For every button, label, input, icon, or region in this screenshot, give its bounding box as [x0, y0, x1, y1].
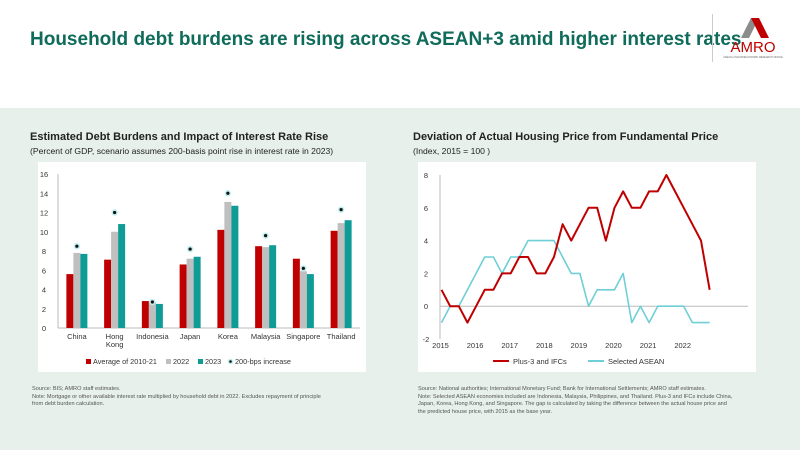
legend-label: Selected ASEAN: [608, 357, 664, 366]
legend-label: 2022: [173, 357, 189, 366]
y-tick-label: 6: [42, 266, 46, 275]
y-tick-label: 16: [40, 170, 48, 179]
bar-2022: [73, 252, 81, 328]
left-note-text: Note: Mortgage or other available intere…: [32, 393, 321, 408]
bar-2023: [231, 205, 239, 328]
legend-swatch: [229, 360, 232, 363]
left-chart-title: Estimated Debt Burdens and Impact of Int…: [30, 131, 329, 143]
bar-2023: [344, 220, 352, 328]
legend-label: 200-bps increase: [235, 357, 291, 366]
dot-200bps-increase: [113, 210, 117, 215]
legend-label: 2023: [205, 357, 221, 366]
x-tick-label: Thailand: [327, 332, 356, 341]
dot-200bps-increase: [188, 247, 192, 251]
y-tick-label: 2: [42, 305, 46, 314]
x-tick-label: Korea: [218, 332, 239, 341]
y-tick-label: 0: [42, 324, 46, 333]
bar-average-of-2010-21: [104, 259, 112, 328]
x-tick-label: 2017: [501, 341, 518, 350]
right-chart-subtitle: (Index, 2015 = 100 ): [413, 146, 491, 156]
svg-text:ASEAN+3 MACROECONOMIC RESEARCH: ASEAN+3 MACROECONOMIC RESEARCH OFFICE: [723, 56, 783, 59]
y-tick-label: 14: [40, 189, 48, 198]
x-tick-label: China: [67, 332, 87, 341]
line-chart-panel: -2 0 2 4 6 8 2015 2016 2017 2018 2019 2020 2021 2022 P…: [418, 162, 756, 372]
y-tick-label: 10: [40, 228, 48, 237]
bar-2023: [155, 303, 163, 328]
y-tick-label: -2: [423, 335, 430, 344]
bar-2023: [80, 253, 88, 328]
dot-200bps-increase: [150, 300, 154, 304]
bar-2022: [148, 302, 156, 328]
x-tick-label: 2021: [640, 341, 657, 350]
legend-swatch: [86, 359, 91, 364]
bar-average-of-2010-21: [217, 229, 225, 328]
left-chart-subtitle: (Percent of GDP, scenario assumes 200-ba…: [30, 146, 334, 156]
y-tick-label: 8: [424, 171, 428, 180]
x-tick-label: 2018: [536, 341, 553, 350]
bar-2022: [224, 201, 232, 328]
bar-2023: [269, 245, 277, 328]
bar-average-of-2010-21: [255, 246, 263, 328]
bar-2022: [111, 231, 119, 328]
right-note-text: Note: Selected ASEAN economies included …: [418, 393, 733, 415]
legend-label: Average of 2010-21: [93, 357, 157, 366]
x-tick-label: Japan: [180, 332, 200, 341]
bar-2022: [186, 258, 194, 328]
x-tick-label: 2020: [605, 341, 622, 350]
dot-200bps-increase: [339, 208, 343, 212]
y-tick-label: 0: [424, 302, 428, 311]
legend-swatch: [198, 359, 203, 364]
y-tick-label: 4: [424, 237, 428, 246]
amro-logo: AMRO ASEAN+3 MACROECONOMIC RESEARCH OFFIC…: [712, 14, 793, 62]
right-chart-title: Deviation of Actual Housing Price from F…: [413, 131, 719, 143]
x-tick-label: 2015: [432, 341, 449, 350]
bar-chart-panel: 0 2 4 6 8 10 12 14 16 China Hong Kong Indonesia Japan…: [38, 162, 366, 372]
y-tick-label: 6: [424, 204, 428, 213]
bar-average-of-2010-21: [66, 274, 74, 328]
x-tick-label: Kong: [106, 340, 124, 349]
bar-2022: [262, 247, 270, 328]
left-source-text: Source: BIS; AMRO staff estimates.: [32, 386, 121, 392]
line-plus-3-and-ifcs: [440, 174, 711, 324]
bar-2023: [193, 256, 201, 328]
bar-2023: [306, 274, 314, 328]
y-tick-label: 12: [40, 209, 48, 218]
x-tick-label: Singapore: [286, 332, 320, 341]
legend-swatch: [166, 359, 171, 364]
bar-average-of-2010-21: [330, 230, 338, 328]
right-source-text: Source: National authorities; Internatio…: [418, 386, 706, 392]
y-tick-label: 8: [42, 247, 46, 256]
y-tick-label: 2: [424, 269, 428, 278]
y-tick-label: 4: [42, 286, 46, 295]
legend-label: Plus-3 and IFCs: [513, 357, 567, 366]
line-selected-asean: [440, 239, 710, 324]
x-tick-label: 2016: [467, 341, 484, 350]
page-title: Household debt burdens are rising across…: [30, 29, 742, 50]
dot-200bps-increase: [301, 266, 305, 270]
bar-2022: [337, 223, 345, 328]
x-tick-label: 2019: [571, 341, 588, 350]
dot-200bps-increase: [264, 234, 268, 238]
x-tick-label: 2022: [674, 341, 691, 350]
left-source: Source: BIS; AMRO staff estimates. Note: …: [32, 386, 332, 409]
dot-200bps-increase: [75, 244, 79, 248]
x-tick-label: Hong: [106, 332, 124, 341]
right-source: Source: National authorities; Internatio…: [418, 386, 733, 416]
bar-2022: [299, 271, 307, 328]
dot-200bps-increase: [226, 191, 230, 195]
x-tick-label: Malaysia: [251, 332, 281, 341]
bar-average-of-2010-21: [292, 258, 300, 328]
bar-average-of-2010-21: [141, 301, 149, 328]
svg-text:AMRO: AMRO: [731, 39, 776, 56]
x-tick-label: Indonesia: [136, 332, 169, 341]
bar-average-of-2010-21: [179, 264, 187, 328]
bar-2023: [118, 224, 126, 328]
